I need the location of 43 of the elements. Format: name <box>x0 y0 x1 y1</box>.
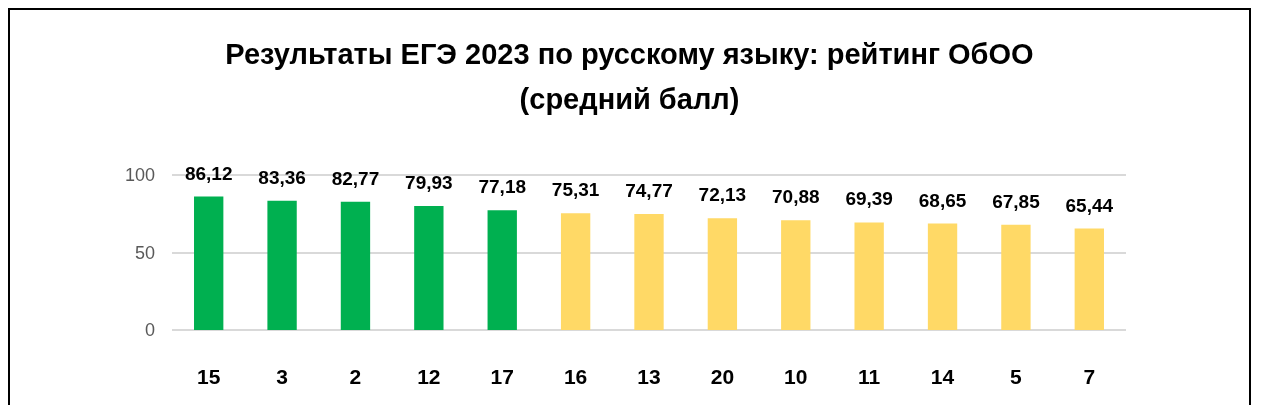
bar <box>340 201 371 330</box>
x-tick-label: 13 <box>637 365 661 388</box>
y-tick-label: 50 <box>134 242 155 263</box>
bar <box>634 214 664 330</box>
x-tick-label: 12 <box>417 365 441 388</box>
bar <box>487 210 517 330</box>
data-label: 74,77 <box>625 180 673 202</box>
data-label: 70,88 <box>772 186 820 208</box>
bar <box>267 200 297 330</box>
x-tick-label: 7 <box>1083 365 1096 388</box>
bar <box>1074 228 1104 330</box>
bar <box>781 220 811 330</box>
data-label: 83,36 <box>258 166 306 188</box>
bar <box>854 222 884 330</box>
bar <box>560 213 591 330</box>
data-label: 69,39 <box>845 188 893 210</box>
bar <box>1001 224 1031 330</box>
y-tick-label: 0 <box>144 320 155 340</box>
chart-title: Результаты ЕГЭ 2023 по русскому языку: рейтинг ОбОО (средний балл) <box>224 37 1035 117</box>
x-tick-label: 2 <box>349 365 362 388</box>
bar <box>414 206 444 330</box>
x-tick-label: 11 <box>858 365 881 388</box>
bar <box>194 196 224 330</box>
data-label: 86,12 <box>184 162 233 184</box>
data-label: 77,18 <box>478 176 526 198</box>
data-label: 79,93 <box>405 172 453 194</box>
x-tick-label: 10 <box>784 365 808 388</box>
x-tick-label: 17 <box>490 365 514 388</box>
x-tick-label: 20 <box>710 365 735 388</box>
data-label: 68,65 <box>918 189 967 211</box>
data-label: 65,44 <box>1065 194 1114 216</box>
bar <box>927 223 958 330</box>
x-tick-label: 15 <box>197 365 221 388</box>
x-tick-label: 5 <box>1010 365 1023 388</box>
data-label: 72,13 <box>698 184 747 206</box>
x-tick-label: 16 <box>563 365 588 388</box>
data-label: 82,77 <box>331 167 380 189</box>
bar <box>707 218 738 330</box>
data-label: 75,31 <box>551 179 600 201</box>
data-label: 67,85 <box>992 190 1041 212</box>
x-tick-label: 3 <box>276 365 288 388</box>
x-tick-label: 14 <box>930 365 955 388</box>
y-tick-label: 100 <box>124 165 155 185</box>
